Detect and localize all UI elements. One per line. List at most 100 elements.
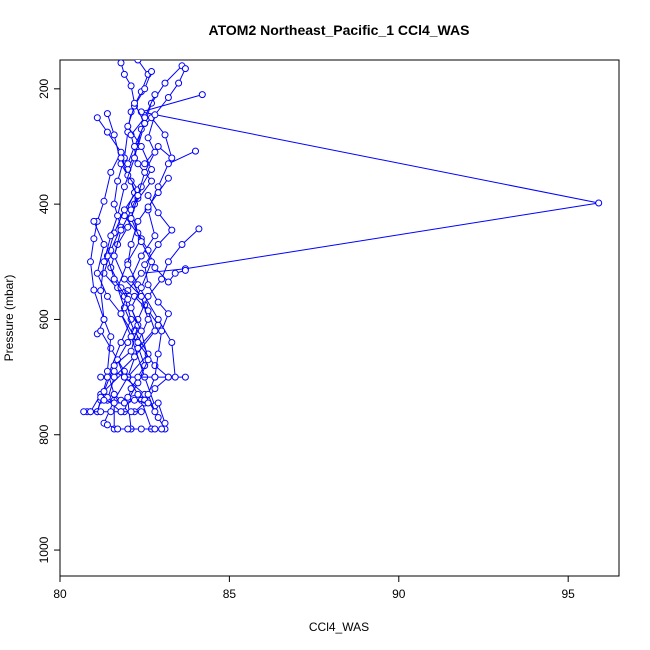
data-point (107, 344, 115, 352)
y-axis-label: Pressure (mbar) (2, 275, 16, 362)
data-point (103, 373, 111, 381)
data-point (137, 327, 145, 335)
data-point (151, 408, 159, 416)
series (97, 367, 172, 381)
data-point (127, 275, 135, 283)
y-tick-label: 1000 (37, 536, 51, 563)
data-point (100, 197, 108, 205)
y-tick-label: 800 (37, 424, 51, 444)
x-tick-label: 80 (53, 587, 67, 601)
data-point (134, 390, 142, 398)
data-point (137, 425, 145, 433)
data-point (117, 310, 125, 318)
series (117, 91, 603, 416)
data-point (117, 339, 125, 346)
data-point (137, 238, 145, 246)
data-point (107, 232, 115, 240)
data-point (141, 85, 149, 93)
data-point (148, 177, 155, 185)
data-point (148, 68, 155, 75)
data-point (131, 143, 138, 150)
data-point (144, 192, 152, 199)
data-point (124, 160, 132, 168)
data-point (144, 315, 152, 323)
data-point (137, 252, 145, 260)
data-point (120, 373, 128, 381)
data-point (117, 408, 125, 416)
series (87, 408, 145, 416)
data-point (103, 421, 111, 429)
data-point (134, 60, 142, 64)
data-point (87, 258, 94, 266)
data-point (110, 252, 118, 260)
x-axis-label: CCl4_WAS (309, 620, 369, 634)
data-point (595, 199, 603, 207)
data-point (158, 275, 166, 283)
x-tick-label: 85 (223, 587, 237, 601)
data-point (93, 269, 101, 277)
data-point (141, 168, 149, 176)
data-point (144, 356, 152, 364)
plot-frame (59, 59, 620, 577)
data-point (131, 99, 138, 107)
data-point (120, 183, 128, 191)
data-point (110, 399, 118, 407)
data-point (137, 143, 145, 150)
data-point (131, 154, 138, 162)
data-point (110, 275, 118, 283)
series (100, 396, 152, 407)
data-point (87, 408, 94, 416)
data-point (127, 215, 135, 222)
data-point (154, 209, 162, 217)
data-point (117, 60, 125, 67)
data-point (171, 373, 179, 381)
data-point (161, 419, 169, 427)
data-point (144, 390, 152, 398)
series-line (127, 68, 186, 430)
x-tick-label: 95 (562, 587, 576, 601)
data-point (151, 373, 159, 381)
data-point (154, 350, 162, 358)
data-point (97, 327, 105, 335)
data-point (117, 226, 125, 234)
x-tick-label: 90 (392, 587, 406, 601)
plot-area (59, 59, 620, 577)
data-point (100, 396, 108, 404)
data-point (107, 408, 115, 416)
data-point (158, 425, 166, 433)
data-point (154, 189, 162, 197)
data-point (151, 111, 159, 119)
data-point (134, 160, 142, 168)
data-point (181, 373, 189, 381)
data-point (90, 235, 98, 243)
data-point (141, 119, 149, 127)
data-point (134, 217, 142, 225)
data-point (131, 396, 138, 404)
data-point (154, 143, 162, 150)
data-point (164, 310, 172, 318)
data-point (100, 241, 108, 248)
data-point (175, 79, 183, 87)
data-point (151, 264, 159, 272)
data-point (144, 399, 152, 407)
data-point (168, 154, 176, 162)
data-point (127, 241, 135, 248)
series (117, 60, 149, 168)
series (103, 421, 166, 433)
data-point (120, 206, 128, 214)
series (90, 217, 169, 427)
data-point (107, 168, 115, 176)
data-point (137, 269, 145, 277)
data-point (127, 347, 135, 355)
data-point (110, 367, 118, 375)
data-point (127, 82, 135, 90)
data-point (103, 367, 111, 375)
data-point (93, 114, 101, 122)
data-point (127, 304, 135, 312)
data-point (181, 266, 189, 274)
data-point (151, 91, 159, 99)
data-point (97, 287, 105, 295)
y-tick-label: 600 (37, 309, 51, 329)
data-point (168, 226, 176, 234)
